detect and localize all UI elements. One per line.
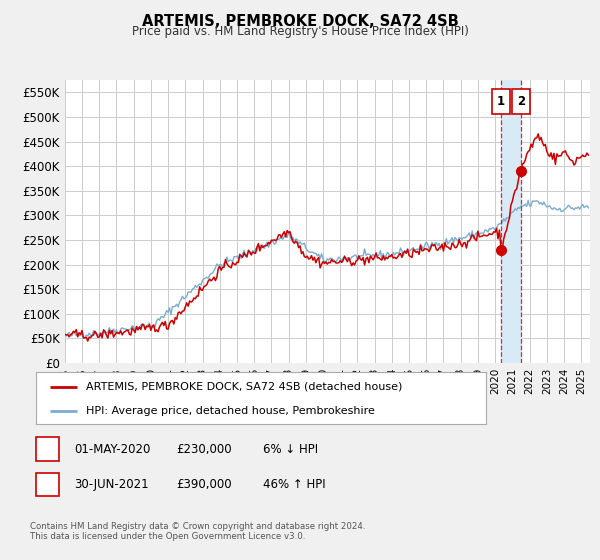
Text: 46% ↑ HPI: 46% ↑ HPI [263,478,325,491]
Text: ARTEMIS, PEMBROKE DOCK, SA72 4SB: ARTEMIS, PEMBROKE DOCK, SA72 4SB [142,14,458,29]
Text: 30-JUN-2021: 30-JUN-2021 [74,478,148,491]
Text: HPI: Average price, detached house, Pembrokeshire: HPI: Average price, detached house, Pemb… [86,406,374,416]
Text: 2: 2 [43,478,52,491]
Text: £230,000: £230,000 [176,442,232,456]
Text: £390,000: £390,000 [176,478,232,491]
Text: 01-MAY-2020: 01-MAY-2020 [74,442,150,456]
FancyBboxPatch shape [492,88,510,114]
Text: 2: 2 [517,95,525,108]
Text: Price paid vs. HM Land Registry's House Price Index (HPI): Price paid vs. HM Land Registry's House … [131,25,469,38]
Text: 6% ↓ HPI: 6% ↓ HPI [263,442,318,456]
FancyBboxPatch shape [512,88,530,114]
Text: Contains HM Land Registry data © Crown copyright and database right 2024.
This d: Contains HM Land Registry data © Crown c… [30,522,365,542]
Text: 1: 1 [497,95,505,108]
Text: ARTEMIS, PEMBROKE DOCK, SA72 4SB (detached house): ARTEMIS, PEMBROKE DOCK, SA72 4SB (detach… [86,382,402,392]
Bar [501,80,521,363]
Text: 1: 1 [43,442,52,456]
